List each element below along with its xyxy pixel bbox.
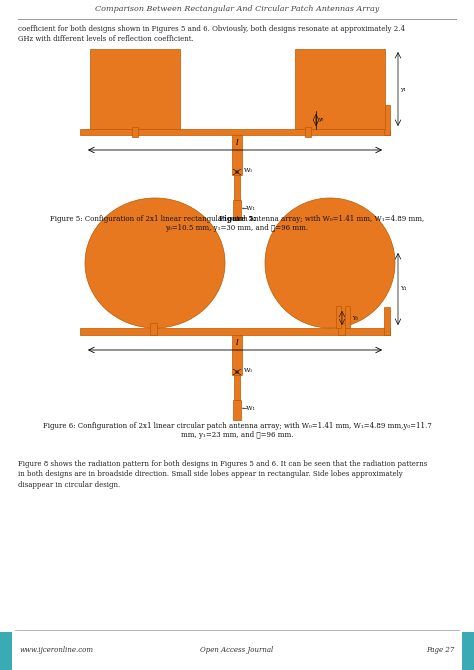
Text: Comparison Between Rectangular And Circular Patch Antennas Array: Comparison Between Rectangular And Circu… (95, 5, 379, 13)
Bar (233, 200, 241, 220)
Text: W₀: W₀ (244, 168, 253, 172)
Text: ←W₁: ←W₁ (242, 405, 256, 411)
Bar (90, 49, 180, 129)
Bar (305, 127, 311, 137)
Ellipse shape (85, 198, 225, 328)
Ellipse shape (265, 198, 395, 328)
Text: W₀: W₀ (244, 368, 253, 373)
Text: l: l (236, 139, 238, 147)
Bar (295, 49, 385, 129)
Text: www.ijceronline.com: www.ijceronline.com (20, 646, 94, 654)
Text: Figure 6: Configuration of 2x1 linear circular patch antenna array; with W₀=1.41: Figure 6: Configuration of 2x1 linear ci… (43, 422, 431, 440)
Bar (234, 175, 240, 200)
Text: Y₀: Y₀ (352, 316, 358, 320)
Bar (233, 400, 241, 420)
Bar (345, 306, 350, 328)
Bar (338, 323, 345, 335)
Bar (150, 323, 157, 335)
Bar (80, 328, 390, 335)
Text: l: l (236, 339, 238, 347)
Bar (384, 105, 390, 135)
Bar (232, 335, 242, 375)
Text: Y₁: Y₁ (400, 287, 407, 291)
Bar (336, 306, 341, 328)
Text: Page 27: Page 27 (426, 646, 454, 654)
Bar (462, 632, 474, 670)
Text: Figure 5:: Figure 5: (219, 215, 255, 223)
Text: Figure 5: Configuration of 2x1 linear rectangular patch antenna array; with W₀=1: Figure 5: Configuration of 2x1 linear re… (50, 215, 424, 232)
Bar (384, 307, 390, 335)
Text: Open Access Journal: Open Access Journal (201, 646, 273, 654)
Bar (0, 632, 12, 670)
Bar (132, 127, 138, 137)
Bar (80, 129, 390, 135)
Bar (234, 375, 240, 400)
Text: Figure 8 shows the radiation pattern for both designs in Figures 5 and 6. It can: Figure 8 shows the radiation pattern for… (18, 460, 427, 489)
Text: y₁: y₁ (400, 86, 406, 92)
Bar (232, 135, 242, 175)
Text: ←W₁: ←W₁ (242, 206, 256, 210)
Text: y₀: y₀ (318, 117, 323, 121)
Text: coefficient for both designs shown in Figures 5 and 6. Obviously, both designs r: coefficient for both designs shown in Fi… (18, 25, 405, 44)
